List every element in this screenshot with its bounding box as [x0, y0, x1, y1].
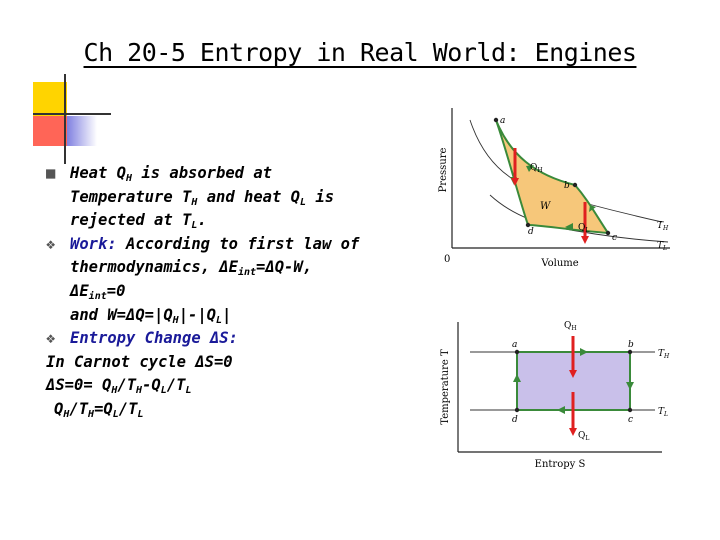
- pv-xlabel: Volume: [540, 258, 578, 269]
- ts-green-arrow-right: [626, 382, 634, 390]
- body-line-11: QH/TH=QL/TL: [54, 399, 144, 420]
- pv-label-tl: TL: [657, 241, 667, 252]
- ts-label-b: b: [628, 340, 634, 350]
- ts-label-tl: TL: [658, 407, 668, 418]
- pv-label-a: a: [500, 116, 505, 126]
- pv-green-arrow-ab: [526, 165, 534, 172]
- pv-green-arrow-cd: [565, 223, 573, 231]
- diamond-bullet-icon: ❖: [46, 329, 56, 348]
- body-line-9: In Carnot cycle ΔS=0: [46, 352, 233, 371]
- ts-label-th: TH: [658, 349, 670, 360]
- slide-title: Ch 20-5 Entropy in Real World: Engines: [83, 38, 637, 67]
- body-line-6: ΔEint=0: [70, 281, 126, 302]
- diamond-bullet-icon: ❖: [46, 234, 56, 253]
- pv-diagram: Pressure Volume 0 a b c d W QH QL TH TL: [438, 108, 670, 269]
- body-line-10: ΔS=0= QH/TH-QL/TL: [46, 376, 192, 397]
- ts-green-arrow-top: [580, 348, 588, 356]
- body-line-1: ■ Heat QH is absorbed at: [46, 164, 273, 184]
- pv-label-c: c: [612, 233, 617, 243]
- pv-label-d: d: [528, 227, 534, 237]
- deco-red-square: [33, 116, 67, 146]
- deco-yellow-square: [33, 82, 67, 116]
- body-line-2: Temperature TH and heat QL is: [70, 187, 335, 208]
- ts-green-arrow-bottom: [557, 406, 565, 414]
- pv-label-th: TH: [657, 221, 669, 232]
- pv-cycle-region: [495, 119, 610, 235]
- ts-point-d: [514, 407, 520, 413]
- ts-label-qh: QH: [564, 321, 577, 332]
- ts-label-d: d: [512, 415, 518, 425]
- pv-label-qh: QH: [530, 163, 543, 174]
- pv-origin: 0: [444, 254, 450, 265]
- deco-horizontal-line: [33, 113, 111, 115]
- pv-point-c: [605, 230, 611, 236]
- ts-point-c: [627, 407, 633, 413]
- ts-green-arrow-left: [513, 374, 521, 382]
- pv-point-a: [493, 117, 499, 123]
- pv-point-b: [572, 182, 578, 188]
- ts-xlabel: Entropy S: [535, 459, 586, 470]
- pv-ylabel: Pressure: [438, 148, 449, 193]
- ts-point-a: [514, 349, 520, 355]
- deco-blue-bar: [67, 116, 97, 146]
- pv-green-arrow-bc: [589, 205, 596, 212]
- pv-label-ql: QL: [578, 223, 589, 234]
- pv-point-d: [525, 222, 531, 228]
- body-line-8: ❖ Entropy Change ΔS:: [46, 327, 446, 351]
- ts-ylabel: Temperature T: [440, 349, 451, 425]
- pv-label-b: b: [564, 181, 570, 191]
- ts-point-b: [627, 349, 633, 355]
- ts-label-c: c: [628, 415, 633, 425]
- ts-label-a: a: [512, 340, 517, 350]
- body-line-5: thermodynamics, ΔEint=ΔQ-W,: [70, 258, 313, 279]
- ts-label-ql: QL: [578, 431, 589, 442]
- body-line-7: and W=ΔQ=|QH|-|QL|: [70, 305, 232, 326]
- body-line-4: ❖ Work: According to first law of: [46, 233, 446, 257]
- square-bullet-icon: ■: [46, 164, 56, 182]
- pv-label-w: W: [540, 201, 551, 212]
- ts-diagram: Temperature T Entropy S a b c d QH QL TH…: [440, 321, 670, 470]
- body-line-3: rejected at TL.: [70, 211, 207, 232]
- deco-vertical-line: [64, 74, 66, 164]
- slide-body: ■ Heat QH is absorbed at Temperature TH a…: [46, 162, 446, 422]
